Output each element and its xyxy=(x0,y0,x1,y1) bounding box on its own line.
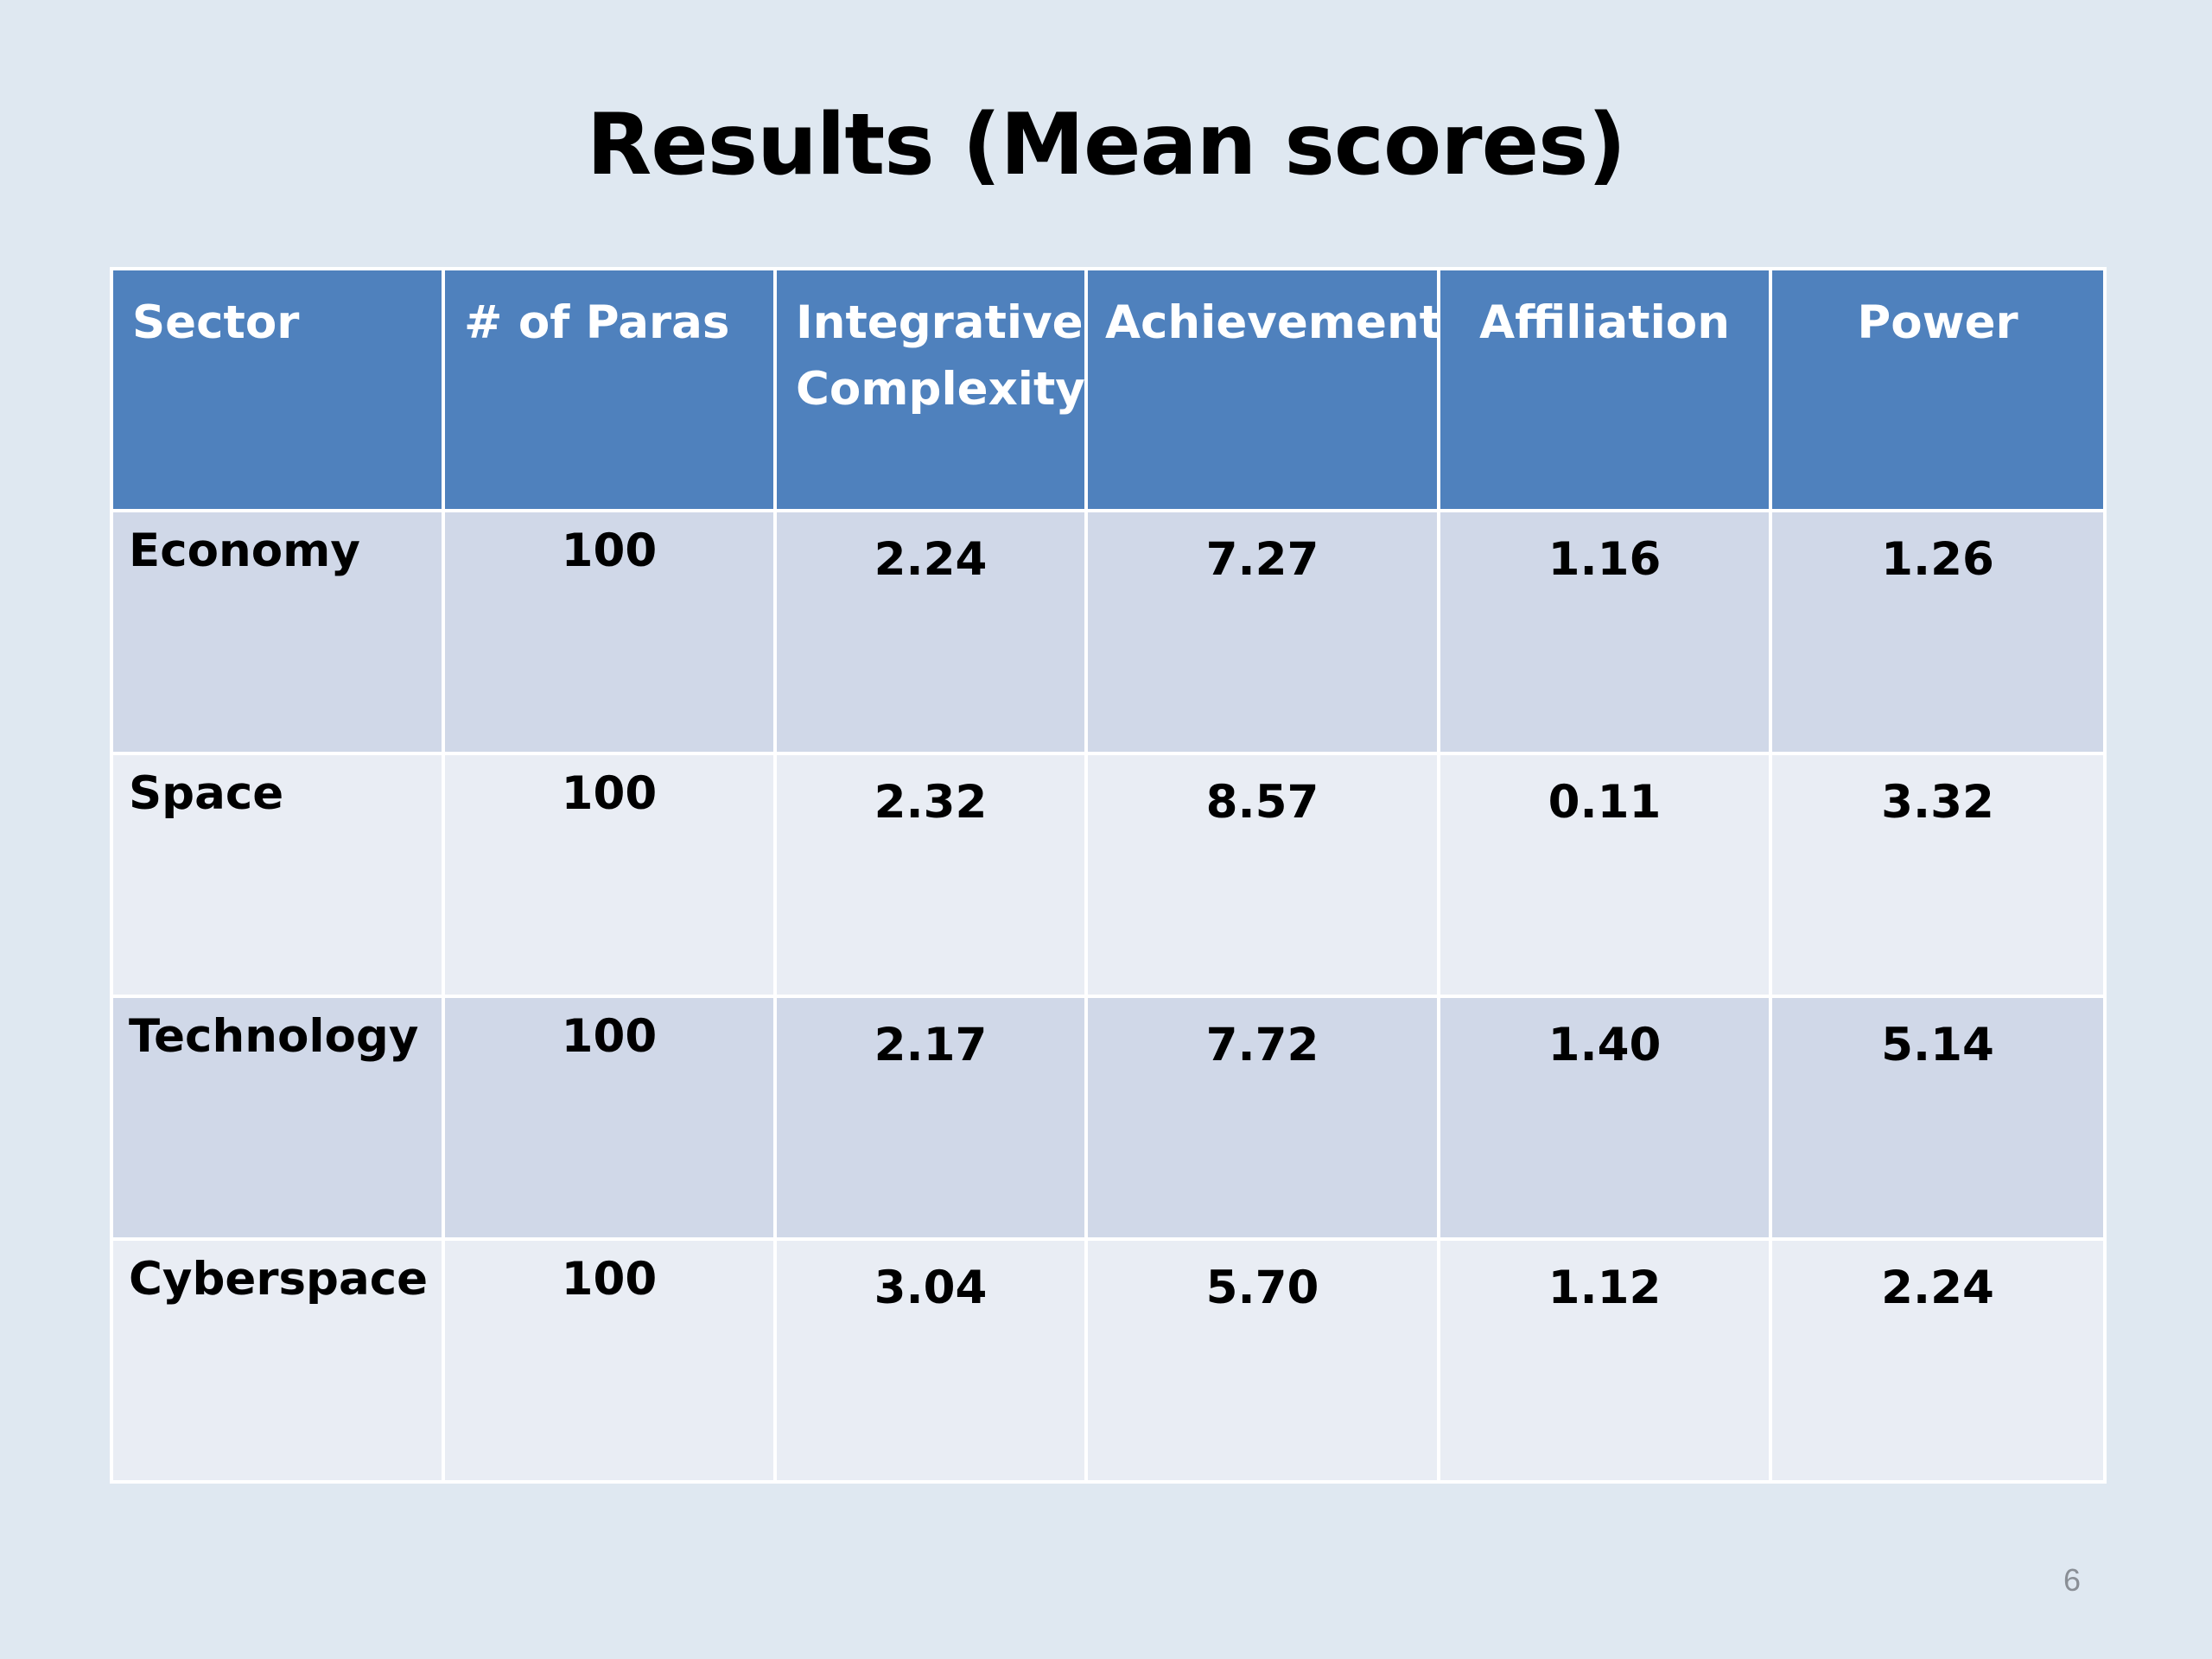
header-affiliation: Affiliation xyxy=(1437,267,1772,512)
cell-affiliation: 1.12 xyxy=(1437,1237,1772,1484)
table-row: Economy 100 2.24 7.27 1.16 1.26 xyxy=(110,509,2107,755)
cell-integrative: 3.04 xyxy=(773,1237,1088,1484)
results-table-container: Sector # of Paras Integrative Complexity… xyxy=(110,267,2107,1484)
cell-paras: 100 xyxy=(442,995,777,1241)
cell-paras: 100 xyxy=(442,1237,777,1484)
cell-power: 1.26 xyxy=(1769,509,2107,755)
cell-sector: Space xyxy=(110,752,445,998)
cell-achievement: 5.70 xyxy=(1084,1237,1440,1484)
cell-affiliation: 1.16 xyxy=(1437,509,1772,755)
cell-affiliation: 1.40 xyxy=(1437,995,1772,1241)
cell-paras: 100 xyxy=(442,752,777,998)
cell-affiliation: 0.11 xyxy=(1437,752,1772,998)
header-achievement: Achievement xyxy=(1084,267,1441,512)
page-number: 6 xyxy=(2063,1562,2081,1598)
cell-power: 3.32 xyxy=(1769,752,2107,998)
cell-achievement: 8.57 xyxy=(1084,752,1440,998)
cell-achievement: 7.72 xyxy=(1084,995,1440,1241)
cell-sector: Technology xyxy=(110,995,445,1241)
header-sector: Sector xyxy=(110,267,445,512)
cell-power: 2.24 xyxy=(1769,1237,2107,1484)
table-row: Space 100 2.32 8.57 0.11 3.32 xyxy=(110,752,2107,998)
slide-title: Results (Mean scores) xyxy=(586,96,1626,194)
results-table: Sector # of Paras Integrative Complexity… xyxy=(110,267,2107,1484)
header-paras: # of Paras xyxy=(442,267,777,512)
cell-integrative: 2.17 xyxy=(773,995,1088,1241)
header-integrative-complexity: Integrative Complexity xyxy=(773,267,1088,512)
table-header-row: Sector # of Paras Integrative Complexity… xyxy=(110,267,2107,512)
table-row: Cyberspace 100 3.04 5.70 1.12 2.24 xyxy=(110,1237,2107,1484)
cell-power: 5.14 xyxy=(1769,995,2107,1241)
cell-sector: Cyberspace xyxy=(110,1237,445,1484)
cell-paras: 100 xyxy=(442,509,777,755)
cell-integrative: 2.24 xyxy=(773,509,1088,755)
table-row: Technology 100 2.17 7.72 1.40 5.14 xyxy=(110,995,2107,1241)
cell-sector: Economy xyxy=(110,509,445,755)
header-power: Power xyxy=(1769,267,2107,512)
cell-achievement: 7.27 xyxy=(1084,509,1440,755)
cell-integrative: 2.32 xyxy=(773,752,1088,998)
